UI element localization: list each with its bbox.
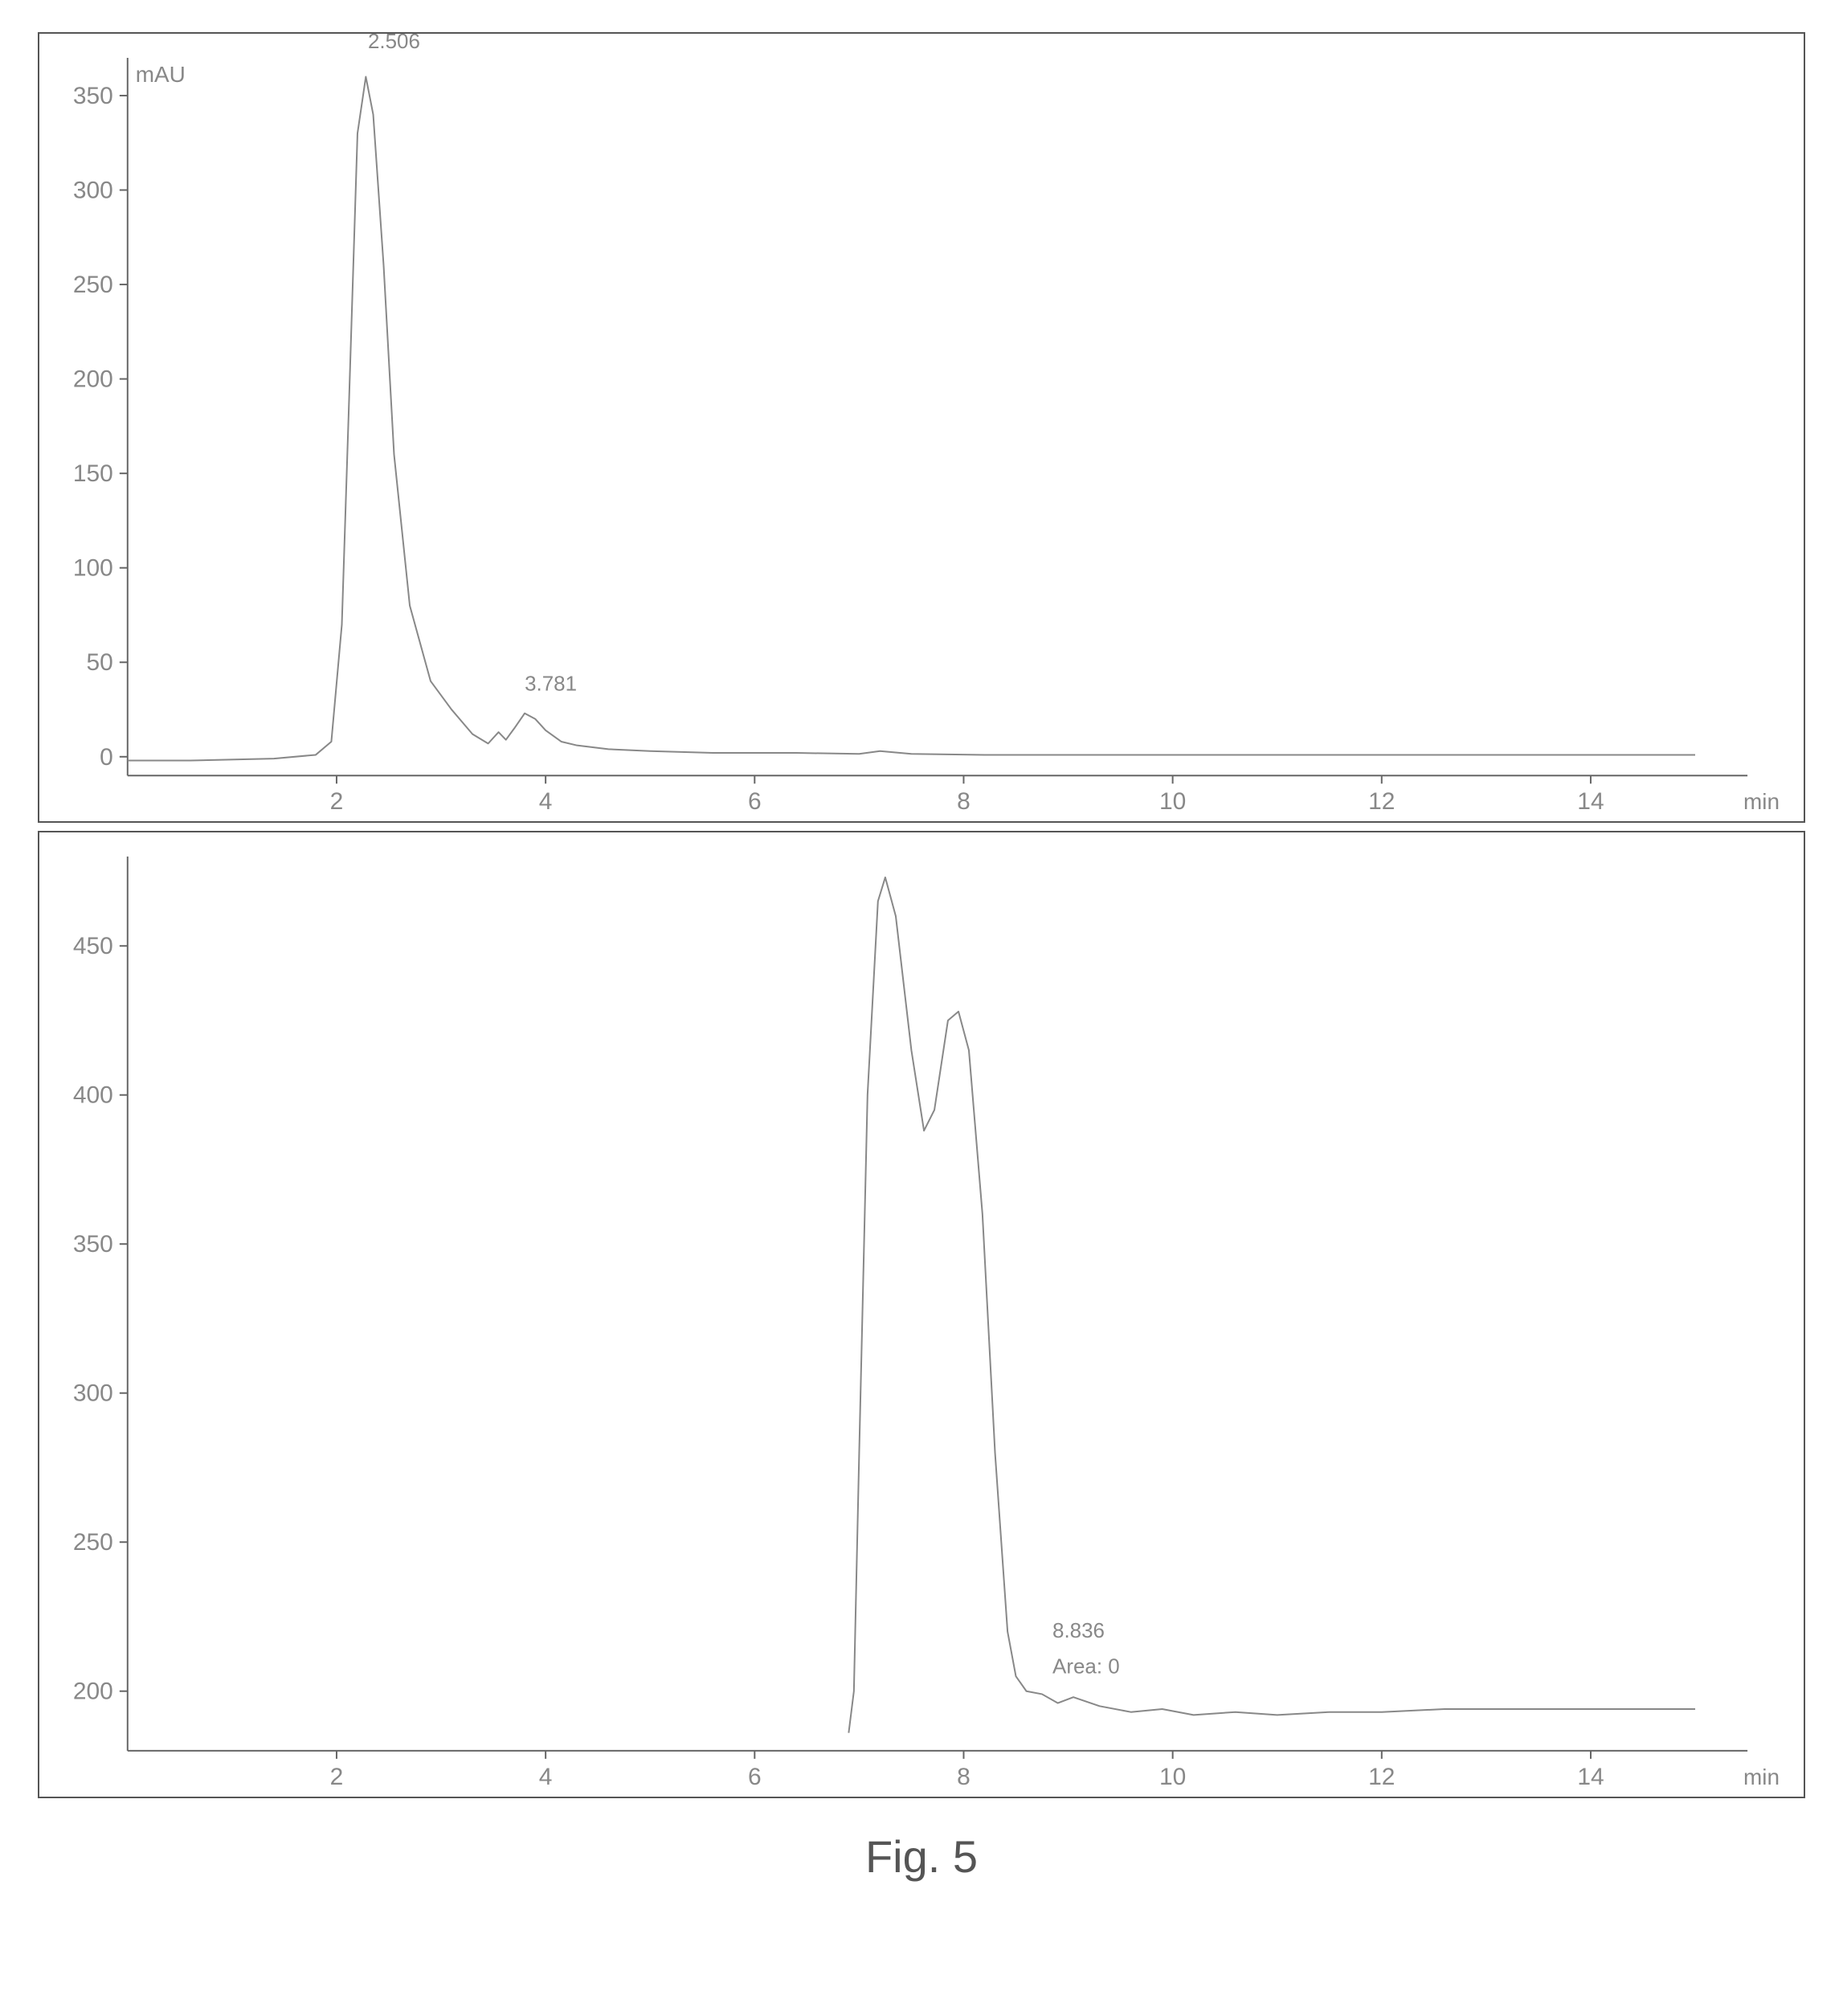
y-tick-label: 100	[73, 555, 113, 582]
y-tick-label: 150	[73, 460, 113, 487]
top-chart-svg: 0 50 100 150 200 250 300 350 2 4 6 8 10 12 14 mAU min 2.5…	[39, 34, 1804, 820]
peak-label: 8.836	[1052, 1620, 1105, 1642]
figure-container: 0 50 100 150 200 250 300 350 2 4 6 8 10 12 14 mAU min 2.5…	[38, 32, 1805, 1883]
x-tick-label: 2	[330, 788, 344, 815]
x-tick-label: 4	[539, 788, 553, 815]
chromatogram-trace	[848, 877, 1695, 1733]
y-tick-label: 350	[73, 1231, 113, 1257]
y-tick-label: 250	[73, 272, 113, 298]
y-tick-label: 450	[73, 933, 113, 959]
chromatogram-trace	[128, 77, 1695, 761]
x-tick-label: 10	[1159, 788, 1186, 815]
x-tick-label: 6	[748, 1764, 762, 1790]
x-tick-label: 12	[1368, 788, 1395, 815]
x-unit-label: min	[1743, 1765, 1780, 1789]
y-tick-label: 200	[73, 1679, 113, 1705]
y-unit-label: mAU	[136, 62, 186, 87]
x-tick-label: 10	[1159, 1764, 1186, 1790]
y-tick-label: 400	[73, 1082, 113, 1109]
x-tick-label: 6	[748, 788, 762, 815]
figure-caption: Fig. 5	[38, 1830, 1805, 1883]
y-tick-label: 200	[73, 366, 113, 393]
x-tick-label: 4	[539, 1764, 553, 1790]
y-tick-label: 300	[73, 177, 113, 203]
bottom-chart-frame: 200 250 300 350 400 450 2 4 6 8 10 12 14 min 8.836 Area…	[38, 831, 1805, 1798]
y-tick-label: 350	[73, 83, 113, 109]
peak-label: Area: 0	[1052, 1655, 1120, 1678]
x-unit-label: min	[1743, 789, 1780, 814]
y-tick-label: 250	[73, 1529, 113, 1556]
x-tick-label: 8	[957, 1764, 971, 1790]
y-tick-label: 0	[100, 744, 113, 771]
x-tick-label: 12	[1368, 1764, 1395, 1790]
x-tick-label: 2	[330, 1764, 344, 1790]
y-tick-label: 50	[87, 649, 113, 676]
top-chart-frame: 0 50 100 150 200 250 300 350 2 4 6 8 10 12 14 mAU min 2.5…	[38, 32, 1805, 823]
peak-label: 3.781	[525, 673, 577, 696]
peak-label: 2.506	[368, 34, 420, 53]
bottom-chart-svg: 200 250 300 350 400 450 2 4 6 8 10 12 14 min 8.836 Area…	[39, 832, 1804, 1795]
x-tick-label: 14	[1577, 788, 1604, 815]
x-tick-label: 14	[1577, 1764, 1604, 1790]
x-tick-label: 8	[957, 788, 971, 815]
y-tick-label: 300	[73, 1380, 113, 1407]
